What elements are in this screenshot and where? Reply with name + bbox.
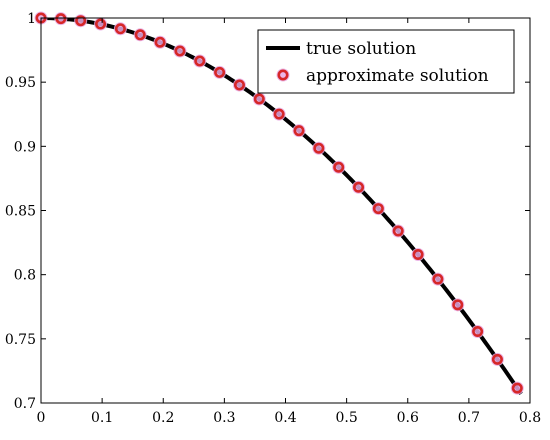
series-layer [34, 11, 524, 395]
approx-point-marker [253, 93, 265, 105]
approx-point [173, 44, 187, 58]
x-tick-label: 0.5 [335, 410, 357, 426]
legend: true solution approximate solution [257, 29, 515, 94]
approx-point-marker [511, 382, 523, 394]
x-tick-label: 0.2 [152, 410, 174, 426]
approx-point-marker [75, 15, 87, 27]
x-tick-label: 0.1 [91, 410, 113, 426]
approx-point [352, 180, 366, 194]
approx-point-marker [174, 45, 186, 57]
y-tick-label: 1 [27, 11, 36, 27]
y-tick-label: 0.85 [5, 204, 36, 220]
approx-point [193, 54, 207, 68]
approx-point [94, 17, 108, 31]
legend-entry-approximate-solution: approximate solution [276, 66, 489, 86]
approx-point-marker [214, 66, 226, 78]
legend-swatch-marker [277, 69, 289, 81]
x-tick-label: 0 [37, 410, 46, 426]
x-tick-label: 0.6 [397, 410, 419, 426]
legend-label: true solution [306, 39, 416, 59]
y-tick-label: 0.7 [14, 396, 36, 412]
approx-point-marker [412, 249, 424, 261]
legend-entry-true-solution: true solution [266, 39, 416, 59]
approx-point [292, 124, 306, 138]
approx-point-marker [353, 181, 365, 193]
approx-point [312, 141, 326, 155]
x-tick-label: 0.4 [274, 410, 296, 426]
approx-point-marker [313, 142, 325, 154]
approx-point-marker [333, 161, 345, 173]
approx-point-marker [114, 23, 126, 35]
approx-point-marker [392, 225, 404, 237]
approx-point-marker [273, 108, 285, 120]
approx-point [113, 22, 127, 36]
approx-point-marker [154, 36, 166, 48]
approx-point [332, 160, 346, 174]
approx-point-marker [491, 353, 503, 365]
approx-point [153, 35, 167, 49]
approx-point [490, 352, 504, 366]
approx-point-marker [472, 326, 484, 338]
approx-point [74, 14, 88, 28]
approx-point [232, 78, 246, 92]
approx-point-marker [452, 299, 464, 311]
approx-point-marker [432, 273, 444, 285]
approx-point [451, 298, 465, 312]
legend-box [257, 29, 515, 94]
approx-point-marker [233, 79, 245, 91]
approx-point-marker [293, 125, 305, 137]
axes-layer: 0 0.1 0.2 0.3 0.4 0.5 0.6 0.7 0.8 0.7 0.75 0.8 0.85 0… [5, 11, 541, 426]
approx-point [213, 65, 227, 79]
y-tick-label: 0.75 [5, 332, 36, 348]
approx-point [510, 381, 524, 395]
approx-point [431, 272, 445, 286]
approx-point [252, 92, 266, 106]
approx-point [371, 202, 385, 216]
approx-point [272, 107, 286, 121]
legend-label: approximate solution [306, 66, 489, 86]
approx-point-marker [95, 18, 107, 30]
approx-point [411, 248, 425, 262]
approx-point [471, 325, 485, 339]
approx-point-marker [134, 29, 146, 41]
approx-point-marker [372, 203, 384, 215]
approx-point-marker [55, 13, 67, 25]
x-tick-label: 0.8 [519, 410, 541, 426]
x-tick-label: 0.7 [458, 410, 480, 426]
approx-point [54, 12, 68, 26]
approx-point-marker [194, 55, 206, 67]
approx-point [133, 28, 147, 42]
approx-point [391, 224, 405, 238]
y-tick-label: 0.9 [14, 139, 36, 155]
x-tick-label: 0.3 [213, 410, 235, 426]
y-tick-label: 0.95 [5, 75, 36, 91]
y-tick-label: 0.8 [14, 268, 36, 284]
